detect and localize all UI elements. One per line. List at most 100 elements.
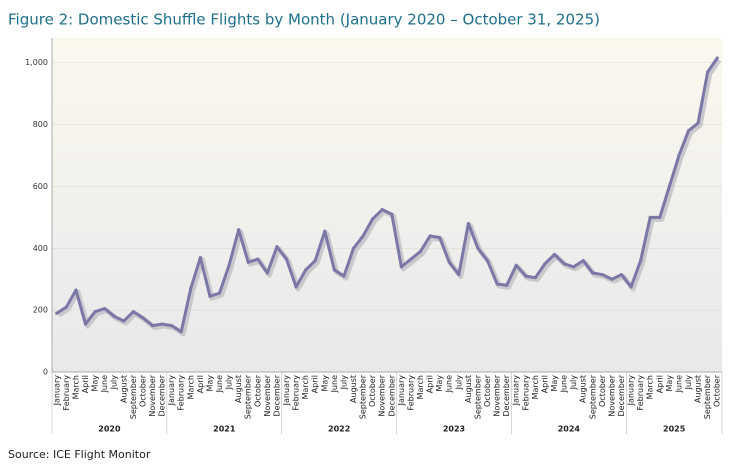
data-point xyxy=(227,263,231,267)
y-tick-label: 600 xyxy=(33,182,48,191)
data-point xyxy=(399,265,403,269)
x-tick-label: June xyxy=(560,375,569,394)
plot-area xyxy=(52,38,722,372)
data-point xyxy=(246,260,250,264)
data-point xyxy=(447,260,451,264)
data-point xyxy=(361,234,365,238)
data-point xyxy=(217,291,222,295)
data-point xyxy=(514,263,518,267)
data-point xyxy=(112,314,116,318)
x-tick-label: September xyxy=(244,374,253,419)
x-tick-label: October xyxy=(483,374,492,407)
x-tick-label: May xyxy=(550,375,559,392)
x-tick-label: December xyxy=(617,374,626,416)
data-point xyxy=(313,259,317,263)
x-tick-label: November xyxy=(493,374,502,416)
data-point xyxy=(131,310,135,314)
x-tick-label: August xyxy=(694,375,703,403)
x-tick-label: April xyxy=(81,375,90,393)
x-tick-label: December xyxy=(158,374,167,416)
x-tick-label: December xyxy=(502,374,511,416)
data-point xyxy=(696,121,700,125)
source-note: Source: ICE Flight Monitor xyxy=(8,448,151,461)
data-point xyxy=(332,268,336,272)
x-tick-label: January xyxy=(167,375,176,407)
x-tick-label: July xyxy=(684,375,693,391)
x-tick-label: April xyxy=(426,375,435,393)
data-point xyxy=(552,252,557,257)
x-tick-label: July xyxy=(339,375,348,391)
x-tick-label: August xyxy=(349,375,358,403)
x-tick-label: August xyxy=(119,375,128,403)
x-tick-label: June xyxy=(100,375,109,394)
data-point xyxy=(208,294,212,298)
data-point xyxy=(265,271,269,275)
x-group-label: 2023 xyxy=(443,425,465,434)
data-point xyxy=(103,307,107,311)
x-tick-label: November xyxy=(263,374,272,416)
x-tick-label: June xyxy=(445,375,454,394)
data-point xyxy=(237,228,241,232)
x-group-label: 2024 xyxy=(558,425,581,434)
data-point xyxy=(371,217,375,221)
x-tick-label: January xyxy=(52,375,61,407)
x-tick-label: March xyxy=(646,375,655,399)
x-tick-label: May xyxy=(435,375,444,392)
data-point xyxy=(686,129,691,133)
data-point xyxy=(457,272,461,277)
data-point xyxy=(351,246,356,250)
x-tick-label: February xyxy=(177,375,186,411)
data-point xyxy=(275,245,279,249)
chart-title: Figure 2: Domestic Shuffle Flights by Mo… xyxy=(8,11,600,29)
x-tick-label: April xyxy=(311,375,320,393)
data-point xyxy=(619,272,624,277)
data-point xyxy=(256,257,260,261)
y-tick-label: 400 xyxy=(33,244,48,253)
x-tick-label: June xyxy=(330,375,339,394)
data-point xyxy=(304,268,308,272)
x-tick-label: August xyxy=(579,375,588,403)
x-tick-label: August xyxy=(464,375,473,403)
data-point xyxy=(543,262,547,266)
data-point xyxy=(581,259,585,263)
x-tick-label: February xyxy=(521,375,530,411)
data-point xyxy=(122,319,126,323)
x-group-label: 2020 xyxy=(98,425,121,434)
data-point xyxy=(600,272,604,277)
data-point xyxy=(476,246,480,250)
x-tick-label: April xyxy=(196,375,205,393)
x-group-label: 2021 xyxy=(213,425,236,434)
x-tick-label: February xyxy=(406,375,415,411)
data-point xyxy=(93,310,97,314)
data-point xyxy=(706,70,710,74)
data-point xyxy=(418,249,423,253)
x-tick-label: March xyxy=(416,375,425,399)
x-tick-label: March xyxy=(71,375,80,399)
data-point xyxy=(495,282,499,286)
data-point xyxy=(198,255,202,260)
data-point xyxy=(170,324,174,328)
data-point xyxy=(677,153,681,158)
data-point xyxy=(55,311,59,315)
data-point xyxy=(438,235,442,240)
x-tick-label: September xyxy=(129,374,138,419)
x-tick-label: September xyxy=(359,374,368,419)
x-tick-label: December xyxy=(272,374,281,416)
data-point xyxy=(64,305,68,309)
x-tick-label: October xyxy=(368,374,377,407)
data-point xyxy=(715,56,719,60)
data-point xyxy=(150,324,155,328)
data-point xyxy=(284,257,289,261)
x-tick-label: April xyxy=(540,375,549,393)
data-point xyxy=(610,277,614,281)
x-tick-label: June xyxy=(674,375,683,394)
data-point xyxy=(505,283,509,288)
x-tick-label: November xyxy=(148,374,157,416)
y-tick-label: 800 xyxy=(33,120,48,129)
y-tick-label: 1,000 xyxy=(25,58,48,67)
series-line xyxy=(55,57,719,334)
x-tick-label: May xyxy=(665,375,674,392)
data-point xyxy=(658,215,662,219)
